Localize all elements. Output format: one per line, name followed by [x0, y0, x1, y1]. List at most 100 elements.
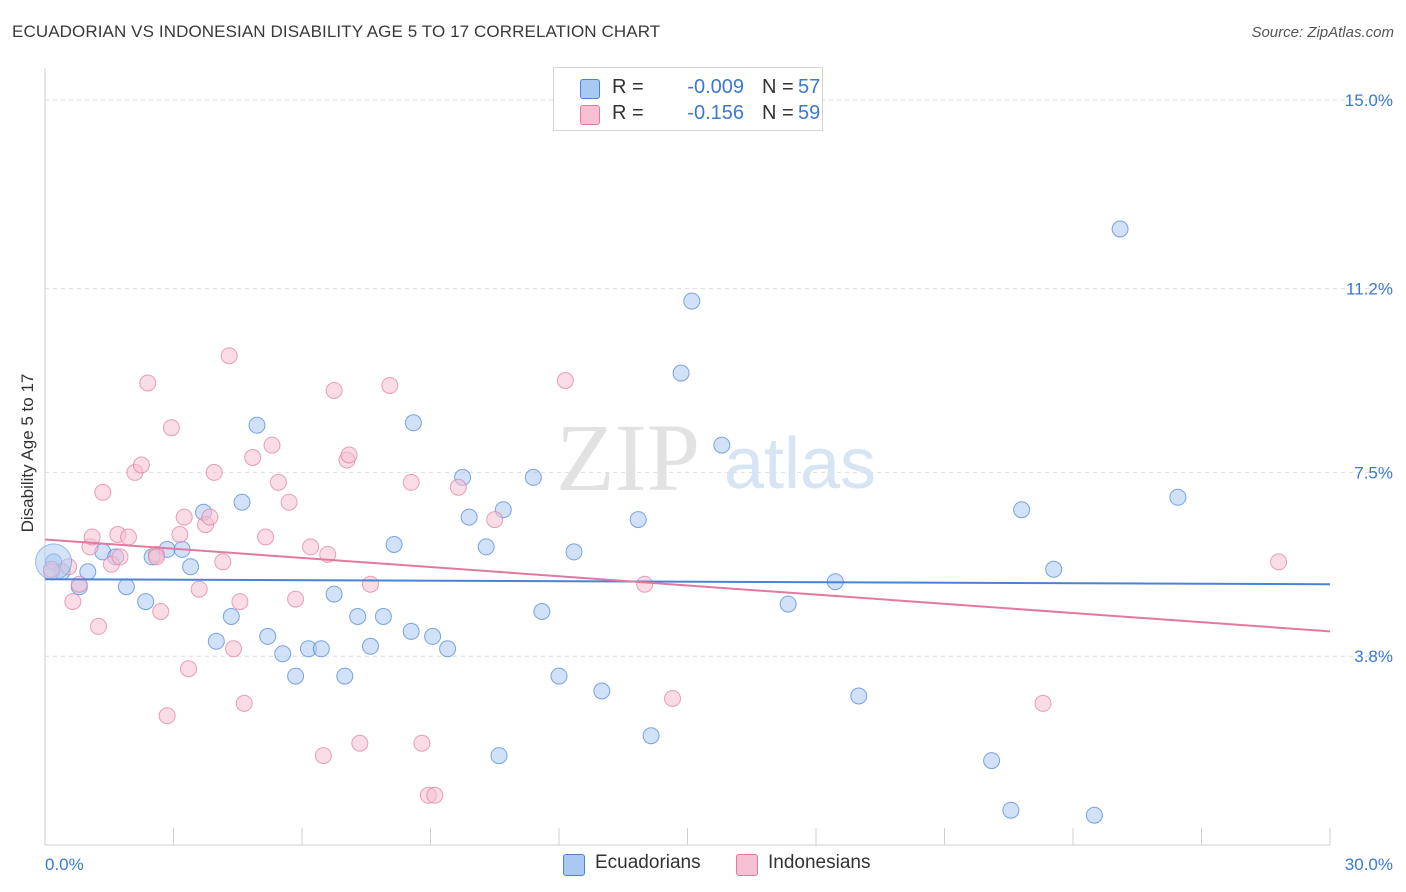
- point-indonesians: [171, 526, 189, 543]
- correlation-legend: R = -0.009 N = 57 R = -0.156 N = 59: [553, 67, 823, 131]
- point-ecuadorians: [325, 585, 343, 603]
- point-indonesians: [486, 511, 504, 529]
- legend-swatch-ecuadorians: [580, 79, 600, 99]
- point-indonesians: [244, 449, 262, 466]
- point-ecuadorians: [402, 622, 420, 640]
- point-indonesians: [302, 538, 320, 556]
- point-ecuadorians: [439, 640, 457, 658]
- point-ecuadorians: [1169, 488, 1187, 506]
- point-indonesians: [402, 473, 420, 491]
- point-ecuadorians: [182, 558, 200, 576]
- legend-swatch-indonesians: [736, 854, 758, 876]
- point-indonesians: [257, 528, 275, 546]
- point-indonesians: [147, 548, 165, 566]
- point-ecuadorians: [850, 687, 868, 705]
- watermark-zip: ZIP: [556, 404, 700, 511]
- y-tick-label: 11.2%: [1346, 280, 1393, 299]
- point-ecuadorians: [385, 536, 403, 553]
- watermark-atlas: atlas: [724, 424, 876, 504]
- point-indonesians: [190, 580, 208, 598]
- data-points: [35, 220, 1288, 824]
- point-indonesians: [220, 347, 238, 365]
- point-ecuadorians: [1045, 560, 1063, 578]
- watermark: ZIP atlas: [556, 404, 876, 511]
- point-indonesians: [205, 463, 223, 481]
- point-ecuadorians: [312, 640, 330, 658]
- point-indonesians: [340, 446, 358, 464]
- point-ecuadorians: [477, 538, 495, 556]
- point-ecuadorians: [983, 752, 1001, 770]
- point-indonesians: [94, 483, 112, 501]
- legend-swatch-ecuadorians: [563, 854, 585, 876]
- point-ecuadorians: [642, 727, 660, 745]
- point-indonesians: [449, 478, 467, 496]
- x-tick-label: 0.0%: [45, 855, 84, 874]
- y-tick-label: 3.8%: [1354, 647, 1393, 666]
- point-indonesians: [381, 377, 399, 394]
- point-indonesians: [132, 456, 150, 474]
- point-ecuadorians: [349, 608, 367, 625]
- point-ecuadorians: [533, 603, 551, 620]
- point-ecuadorians: [779, 595, 797, 613]
- point-ecuadorians: [713, 436, 731, 454]
- point-indonesians: [158, 707, 176, 725]
- trend-lines: [44, 538, 1331, 633]
- trendline-ecuadorians: [44, 578, 1331, 586]
- x-tick-label: 30.0%: [1345, 855, 1393, 874]
- point-ecuadorians: [683, 292, 701, 310]
- point-ecuadorians: [1111, 220, 1129, 238]
- y-tick-label: 15.0%: [1345, 91, 1393, 110]
- legend-n-value: 57: [798, 76, 821, 98]
- point-ecuadorians: [248, 416, 266, 434]
- point-indonesians: [152, 603, 170, 620]
- point-cluster-ecuadorians: [35, 543, 73, 581]
- point-ecuadorians: [362, 637, 379, 655]
- point-ecuadorians: [672, 364, 690, 382]
- point-indonesians: [287, 590, 305, 608]
- point-indonesians: [162, 419, 180, 437]
- point-indonesians: [280, 493, 298, 511]
- point-indonesians: [325, 382, 343, 399]
- point-indonesians: [664, 690, 681, 707]
- legend-r-value: -0.009: [687, 76, 744, 98]
- point-indonesians: [225, 640, 242, 658]
- point-ecuadorians: [404, 414, 422, 432]
- point-ecuadorians: [1085, 806, 1103, 824]
- point-ecuadorians: [490, 747, 508, 765]
- point-indonesians: [120, 528, 137, 546]
- y-axis-label: Disability Age 5 to 17: [18, 373, 37, 533]
- legend-label-ecuadorians: Ecuadorians: [595, 852, 701, 873]
- legend-label-indonesians: Indonesians: [768, 852, 871, 873]
- point-ecuadorians: [222, 608, 240, 625]
- point-ecuadorians: [233, 493, 251, 511]
- point-ecuadorians: [274, 645, 292, 663]
- point-indonesians: [362, 575, 379, 593]
- point-ecuadorians: [1002, 801, 1020, 819]
- legend-r-label: R =: [612, 102, 644, 124]
- y-tick-label: 7.5%: [1354, 463, 1393, 482]
- point-indonesians: [201, 508, 219, 526]
- point-ecuadorians: [259, 627, 277, 645]
- point-ecuadorians: [374, 608, 392, 625]
- point-ecuadorians: [460, 508, 478, 526]
- point-indonesians: [1034, 694, 1052, 712]
- point-indonesians: [231, 593, 249, 611]
- axes: [44, 68, 1331, 846]
- point-indonesians: [426, 786, 444, 804]
- point-indonesians: [180, 660, 197, 678]
- point-indonesians: [263, 436, 281, 454]
- point-ecuadorians: [565, 543, 583, 561]
- point-indonesians: [139, 374, 157, 392]
- chart-source: Source: ZipAtlas.com: [1251, 24, 1394, 41]
- point-indonesians: [413, 734, 431, 752]
- legend-swatch-indonesians: [580, 105, 600, 125]
- point-ecuadorians: [550, 667, 568, 685]
- point-ecuadorians: [524, 468, 542, 486]
- legend-r-label: R =: [612, 76, 644, 98]
- point-indonesians: [64, 593, 82, 611]
- tick-labels: 15.0% 11.2% 7.5% 3.8% 0.0% 30.0%: [45, 91, 1393, 874]
- point-ecuadorians: [287, 667, 305, 685]
- point-ecuadorians: [629, 511, 647, 529]
- point-ecuadorians: [593, 682, 611, 700]
- point-indonesians: [314, 747, 332, 765]
